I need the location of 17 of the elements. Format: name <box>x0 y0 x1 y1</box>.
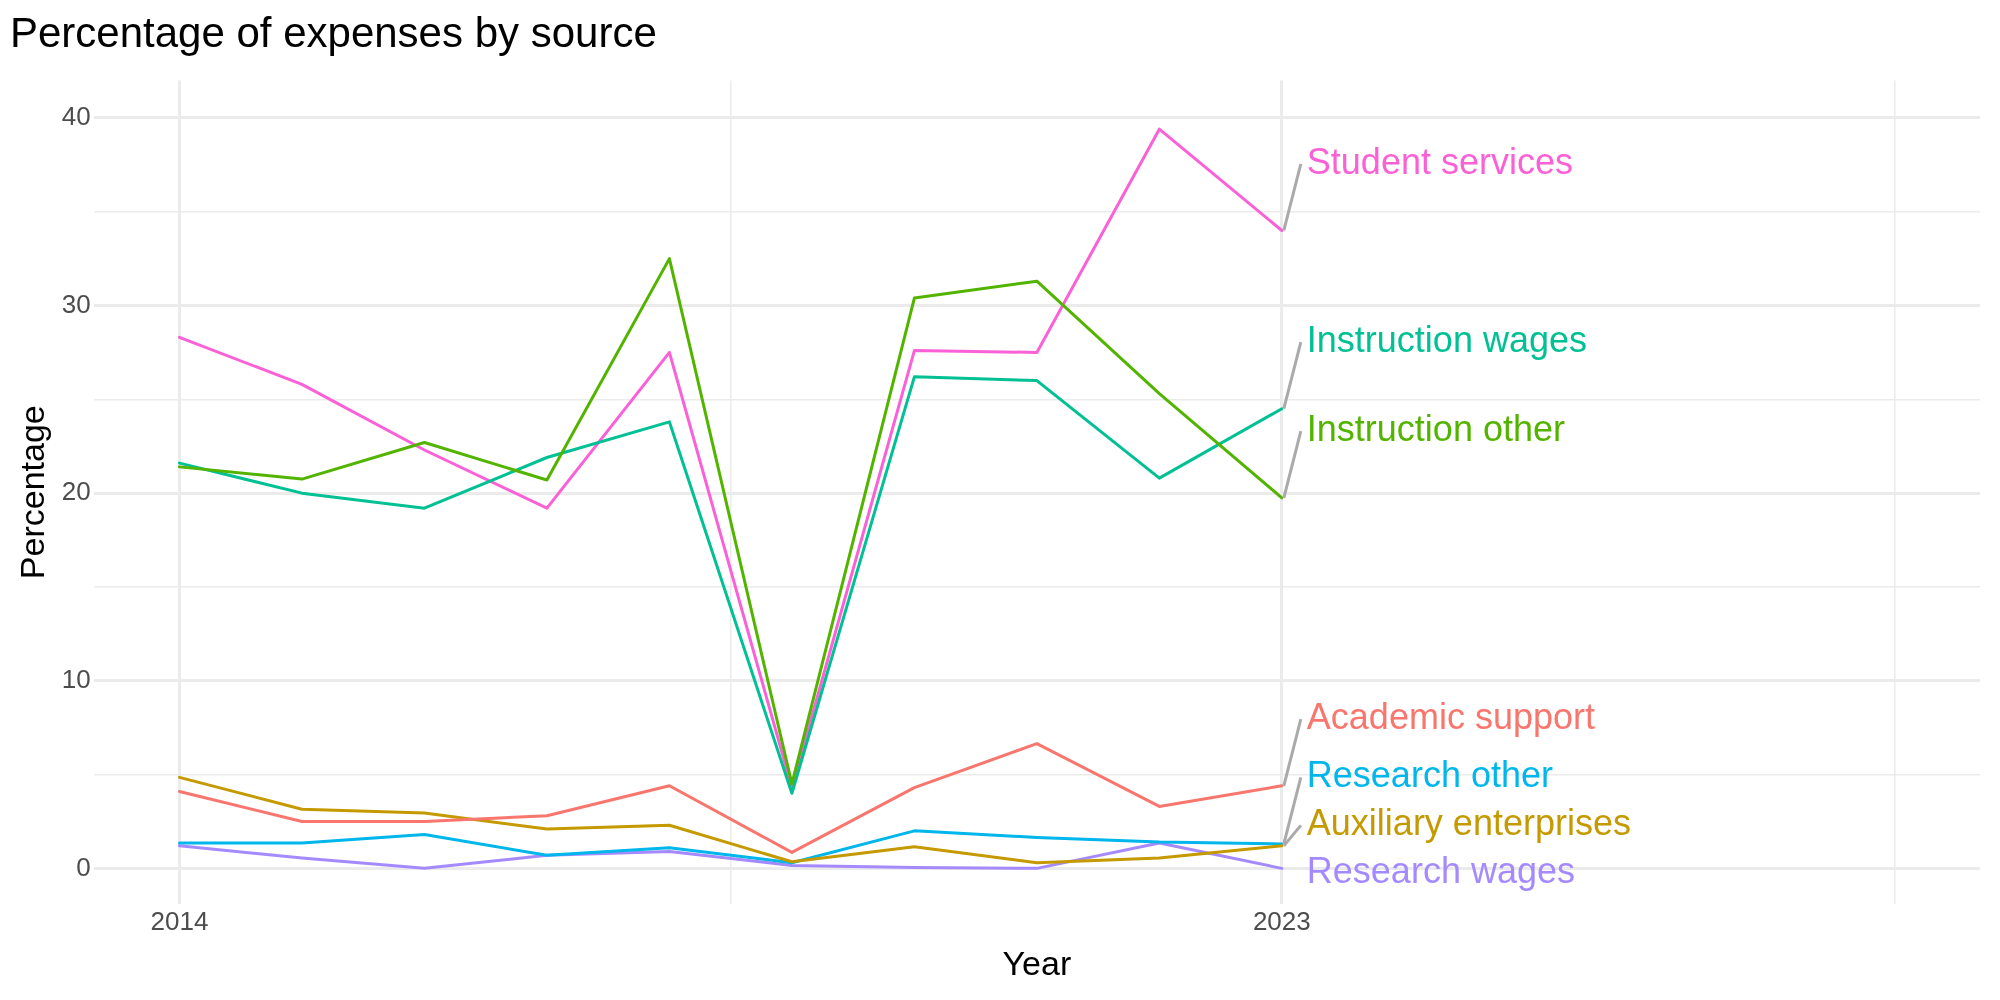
chart-title: Percentage of expenses by source <box>10 8 657 56</box>
y-axis-title: Percentage <box>12 405 51 580</box>
y-tick-label: 0 <box>76 851 91 882</box>
series-label: Research other <box>1306 754 1553 796</box>
series-label: Student services <box>1306 140 1573 182</box>
y-tick-label: 30 <box>61 288 91 319</box>
x-axis-title: Year <box>1002 943 1072 982</box>
series-label: Academic support <box>1306 696 1595 738</box>
y-tick-label: 10 <box>61 663 91 694</box>
x-tick-label: 2023 <box>1252 905 1311 936</box>
series-label: Auxiliary enterprises <box>1306 802 1631 844</box>
y-tick-label: 40 <box>61 101 91 132</box>
y-tick-label: 20 <box>61 476 91 507</box>
x-tick-label: 2014 <box>150 905 209 936</box>
series-label: Research wages <box>1306 850 1575 892</box>
series-label: Instruction other <box>1306 408 1565 450</box>
series-label: Instruction wages <box>1306 319 1587 361</box>
